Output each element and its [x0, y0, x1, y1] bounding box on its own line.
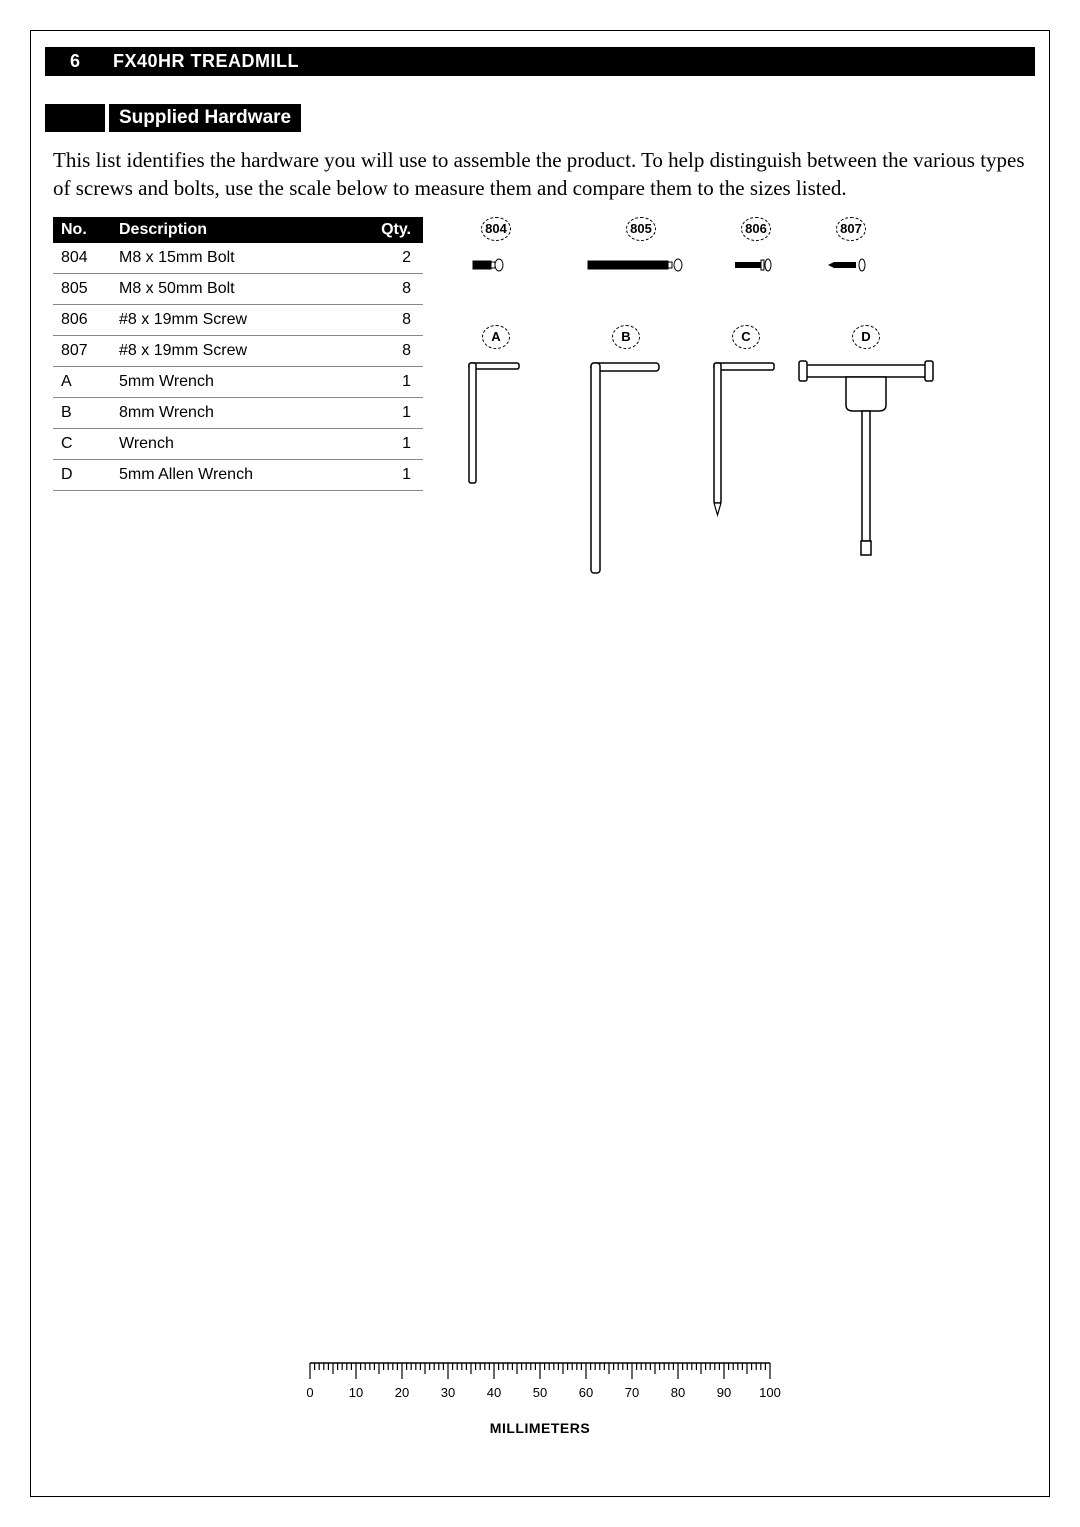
- bolt-50mm-icon: [586, 255, 696, 275]
- part-804: 804: [451, 217, 541, 275]
- svg-text:30: 30: [441, 1385, 455, 1400]
- col-desc: Description: [111, 217, 363, 243]
- cell-qty: 8: [363, 273, 423, 304]
- cell-no: D: [53, 459, 111, 490]
- table-row: CWrench1: [53, 428, 423, 459]
- table-header-row: No. Description Qty.: [53, 217, 423, 243]
- cell-desc: Wrench: [111, 428, 363, 459]
- table-row: 807#8 x 19mm Screw8: [53, 335, 423, 366]
- cell-no: 804: [53, 243, 111, 274]
- part-805: 805: [581, 217, 701, 275]
- tool-label-C: C: [732, 325, 760, 349]
- table-row: B8mm Wrench1: [53, 397, 423, 428]
- svg-text:40: 40: [487, 1385, 501, 1400]
- cell-desc: 5mm Allen Wrench: [111, 459, 363, 490]
- allen-wrench-t-icon: [791, 359, 941, 559]
- screw-806-icon: [731, 255, 781, 275]
- cell-no: B: [53, 397, 111, 428]
- cell-no: A: [53, 366, 111, 397]
- content-row: No. Description Qty. 804M8 x 15mm Bolt2 …: [53, 217, 1027, 577]
- tool-label-D: D: [852, 325, 880, 349]
- bolt-15mm-icon: [471, 255, 521, 275]
- cell-qty: 1: [363, 397, 423, 428]
- section-title: Supplied Hardware: [109, 104, 301, 132]
- product-title: FX40HR TREADMILL: [105, 47, 307, 76]
- svg-text:50: 50: [533, 1385, 547, 1400]
- intro-paragraph: This list identifies the hardware you wi…: [53, 146, 1027, 203]
- wrench-8mm-icon: [581, 359, 671, 579]
- part-label-806: 806: [741, 217, 771, 241]
- cell-desc: M8 x 50mm Bolt: [111, 273, 363, 304]
- part-label-807: 807: [836, 217, 866, 241]
- tool-A: A: [451, 325, 541, 489]
- table-row: 806#8 x 19mm Screw8: [53, 304, 423, 335]
- cell-no: C: [53, 428, 111, 459]
- tool-D: D: [791, 325, 941, 559]
- ruler: 0 10 20 30 40 50 60 70 80 90 100 MILLIMETERS: [31, 1359, 1049, 1436]
- cell-no: 806: [53, 304, 111, 335]
- cell-qty: 2: [363, 243, 423, 274]
- cell-qty: 8: [363, 304, 423, 335]
- table-row: 805M8 x 50mm Bolt8: [53, 273, 423, 304]
- table-row: D5mm Allen Wrench1: [53, 459, 423, 490]
- section-header-block: [45, 104, 105, 132]
- page-frame: 6 FX40HR TREADMILL Supplied Hardware Thi…: [30, 30, 1050, 1497]
- hardware-diagram-area: 804 805 806: [451, 217, 1027, 577]
- page-number: 6: [45, 47, 105, 76]
- table-row: 804M8 x 15mm Bolt2: [53, 243, 423, 274]
- svg-text:90: 90: [717, 1385, 731, 1400]
- tool-C: C: [696, 325, 796, 519]
- wrench-5mm-icon: [461, 359, 531, 489]
- svg-text:20: 20: [395, 1385, 409, 1400]
- col-no: No.: [53, 217, 111, 243]
- cell-desc: #8 x 19mm Screw: [111, 304, 363, 335]
- svg-text:70: 70: [625, 1385, 639, 1400]
- svg-text:80: 80: [671, 1385, 685, 1400]
- section-header: Supplied Hardware: [45, 104, 1035, 132]
- col-qty: Qty.: [363, 217, 423, 243]
- part-807: 807: [811, 217, 891, 275]
- tool-B: B: [571, 325, 681, 579]
- cell-desc: #8 x 19mm Screw: [111, 335, 363, 366]
- ruler-title: MILLIMETERS: [31, 1420, 1049, 1436]
- part-label-804: 804: [481, 217, 511, 241]
- part-806: 806: [716, 217, 796, 275]
- cell-desc: 5mm Wrench: [111, 366, 363, 397]
- cell-qty: 1: [363, 366, 423, 397]
- tool-label-A: A: [482, 325, 510, 349]
- svg-text:0: 0: [306, 1385, 313, 1400]
- screw-807-icon: [826, 255, 876, 275]
- cell-desc: 8mm Wrench: [111, 397, 363, 428]
- cell-qty: 1: [363, 459, 423, 490]
- cell-no: 805: [53, 273, 111, 304]
- cell-no: 807: [53, 335, 111, 366]
- cell-qty: 1: [363, 428, 423, 459]
- svg-text:100: 100: [759, 1385, 781, 1400]
- hardware-table: No. Description Qty. 804M8 x 15mm Bolt2 …: [53, 217, 423, 491]
- svg-text:10: 10: [349, 1385, 363, 1400]
- ruler-scale-icon: 0 10 20 30 40 50 60 70 80 90 100: [290, 1359, 790, 1407]
- table-row: A5mm Wrench1: [53, 366, 423, 397]
- cell-desc: M8 x 15mm Bolt: [111, 243, 363, 274]
- part-label-805: 805: [626, 217, 656, 241]
- tool-label-B: B: [612, 325, 640, 349]
- page-header-bar: 6 FX40HR TREADMILL: [45, 47, 1035, 76]
- cell-qty: 8: [363, 335, 423, 366]
- wrench-c-icon: [706, 359, 786, 519]
- svg-text:60: 60: [579, 1385, 593, 1400]
